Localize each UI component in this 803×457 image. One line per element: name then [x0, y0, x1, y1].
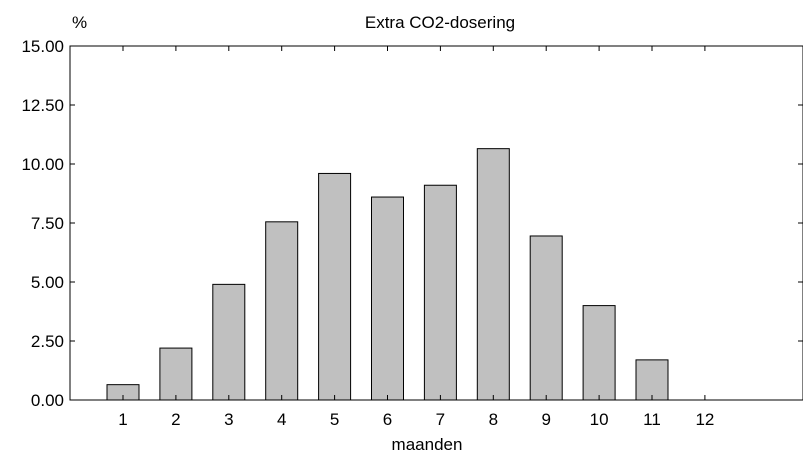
- bar-5: [318, 172, 352, 401]
- y-axis-unit-label: %: [72, 13, 87, 32]
- x-tick-label: 4: [277, 410, 286, 429]
- x-axis-title: maanden: [392, 435, 463, 454]
- x-tick-label: 9: [541, 410, 550, 429]
- y-tick-label: 7.50: [31, 214, 64, 233]
- bar-2: [159, 347, 193, 401]
- y-tick-label: 15.00: [21, 37, 64, 56]
- x-tick-label: 2: [171, 410, 180, 429]
- y-tick-label: 2.50: [31, 332, 64, 351]
- x-tick-label: 5: [330, 410, 339, 429]
- bar-6: [371, 196, 404, 401]
- x-tick-label: 12: [695, 410, 714, 429]
- y-tick-label: 10.00: [21, 155, 64, 174]
- x-tick-label: 1: [118, 410, 127, 429]
- y-tick-label: 5.00: [31, 273, 64, 292]
- bar-3: [212, 283, 246, 401]
- x-tick-label: 3: [224, 410, 233, 429]
- y-tick-label: 12.50: [21, 96, 64, 115]
- chart-title: Extra CO2-dosering: [365, 13, 515, 32]
- bar-8: [476, 148, 510, 401]
- bar-7: [423, 184, 457, 401]
- bars: [106, 148, 669, 401]
- x-tick-label: 10: [590, 410, 609, 429]
- y-tick-label: 0.00: [31, 391, 64, 410]
- x-axis: 1 2 3 4 5 6 7 8 9 10 11 12: [118, 46, 714, 429]
- bar-4: [265, 221, 299, 401]
- x-tick-label: 11: [643, 410, 661, 429]
- bar-11: [635, 359, 669, 401]
- x-tick-label: 7: [436, 410, 445, 429]
- bar-10: [582, 305, 616, 401]
- y-axis: 0.00 2.50 5.00 7.50 10.00 12.50 15.00: [21, 37, 803, 410]
- x-tick-label: 8: [489, 410, 498, 429]
- plot-frame: [69, 45, 803, 401]
- bar-9: [529, 235, 563, 401]
- x-tick-label: 6: [383, 410, 392, 429]
